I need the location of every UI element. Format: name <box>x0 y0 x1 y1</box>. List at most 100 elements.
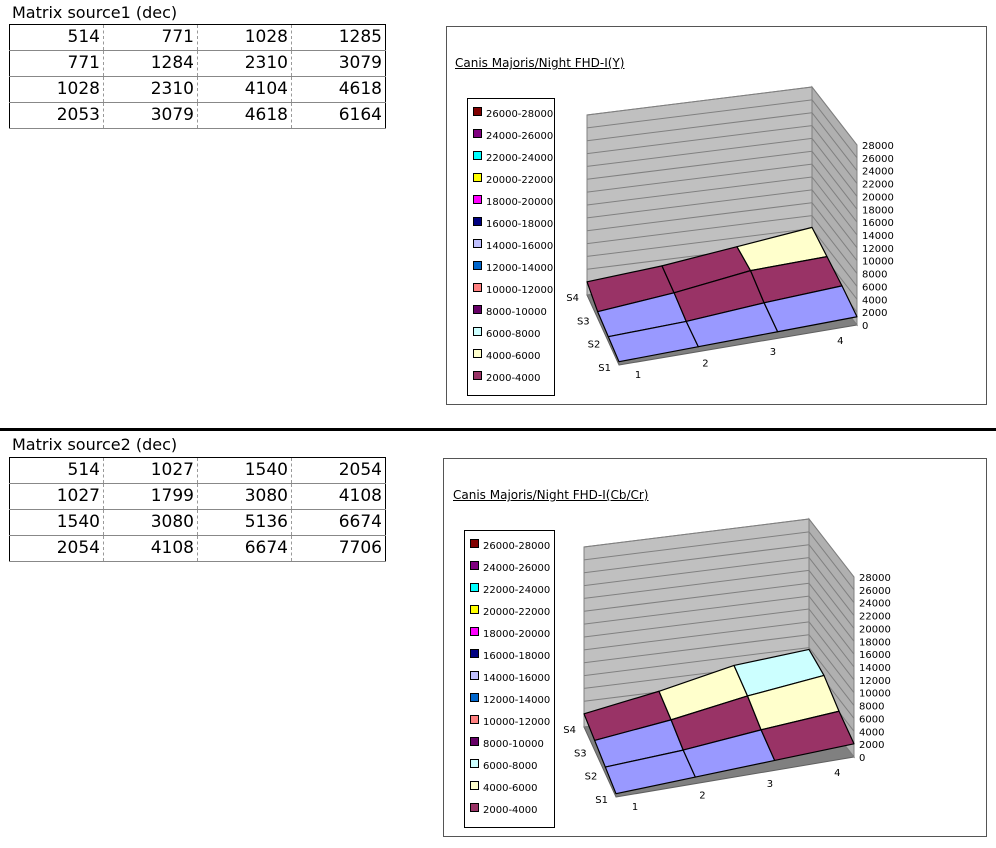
surface-cell <box>763 285 858 333</box>
legend-swatch <box>473 371 482 380</box>
x-tick-label: 1 <box>632 802 638 813</box>
legend-label: 14000-16000 <box>483 673 551 684</box>
gridline <box>808 531 855 591</box>
z-tick-label: 28000 <box>859 573 891 584</box>
x-tick-label: 3 <box>770 347 776 358</box>
z-tick-label: 4000 <box>862 295 887 306</box>
legend-label: 6000-8000 <box>486 329 541 340</box>
legend-label: 2000-4000 <box>483 805 538 816</box>
z-tick-label: 4000 <box>859 727 884 738</box>
legend-swatch <box>470 781 479 790</box>
legend-item: 16000-18000 <box>470 649 550 663</box>
table-cell: 2054 <box>9 535 104 562</box>
chart-y-frame: Canis Majoris/Night FHD-I(Y) 0 2000 4000 60… <box>446 26 987 405</box>
legend-label: 12000-14000 <box>486 263 554 274</box>
section-divider <box>0 428 996 431</box>
gridline <box>808 544 855 604</box>
legend-swatch <box>473 173 482 182</box>
legend-label: 6000-8000 <box>483 761 538 772</box>
legend-label: 10000-12000 <box>483 717 551 728</box>
gridline <box>808 582 855 642</box>
gridline <box>586 163 813 193</box>
table-row: 2054 4108 6674 7706 <box>9 535 386 562</box>
table-row: 514 771 1028 1285 <box>9 24 386 51</box>
legend-swatch <box>470 759 479 768</box>
z-tick-label: 28000 <box>862 141 894 152</box>
gridline <box>586 99 813 129</box>
gridline <box>586 189 813 219</box>
z-tick-label: 8000 <box>862 270 887 281</box>
gridline <box>586 150 813 180</box>
gridline <box>583 634 810 664</box>
legend-item: 22000-24000 <box>473 151 553 165</box>
matrix-source2-table: 514 1027 1540 2054 1027 1799 3080 4108 1540 3080 5… <box>9 457 386 562</box>
table-cell: 4104 <box>197 76 292 103</box>
gridline <box>583 582 810 612</box>
table-cell: 6674 <box>197 535 292 562</box>
table-cell: 1027 <box>103 457 198 484</box>
table-row: 771 1284 2310 3079 <box>9 50 386 77</box>
legend-label: 16000-18000 <box>486 219 554 230</box>
legend-label: 8000-10000 <box>483 739 544 750</box>
x-tick-label: 2 <box>699 790 705 801</box>
legend-swatch <box>473 283 482 292</box>
chart-legend: 26000-28000 24000-26000 22000-24000 20000-2… <box>464 530 555 828</box>
gridline <box>586 137 813 167</box>
table-cell: 1028 <box>9 76 104 103</box>
legend-swatch <box>470 693 479 702</box>
legend-item: 6000-8000 <box>473 327 541 341</box>
legend-label: 22000-24000 <box>483 585 551 596</box>
gridline <box>811 202 858 262</box>
gridline <box>808 557 855 616</box>
gridline <box>583 595 810 625</box>
table-cell: 1540 <box>9 509 104 536</box>
z-tick-label: 6000 <box>862 282 887 293</box>
table-cell: 1284 <box>103 50 198 77</box>
gridline <box>811 112 858 172</box>
gridline <box>811 176 858 236</box>
legend-item: 20000-22000 <box>470 605 550 619</box>
legend-item: 14000-16000 <box>470 671 550 685</box>
table-cell: 2054 <box>291 457 386 484</box>
legend-label: 26000-28000 <box>486 109 554 120</box>
table-cell: 3079 <box>103 102 198 129</box>
z-tick-label: 16000 <box>862 218 894 229</box>
surface-cell <box>760 710 855 762</box>
z-tick-label: 8000 <box>859 702 884 713</box>
gridline <box>583 608 810 638</box>
legend-label: 18000-20000 <box>483 629 551 640</box>
legend-swatch <box>470 561 479 570</box>
gridline <box>586 176 813 206</box>
legend-item: 18000-20000 <box>470 627 550 641</box>
legend-item: 10000-12000 <box>470 715 550 729</box>
table-cell: 5136 <box>197 509 292 536</box>
gridline <box>811 99 858 159</box>
series-label: S4 <box>566 293 579 304</box>
series-label: S3 <box>577 316 590 327</box>
x-tick-label: 4 <box>834 768 840 779</box>
gridline <box>586 227 813 257</box>
series-label: S1 <box>595 795 608 806</box>
legend-item: 20000-22000 <box>473 173 553 187</box>
table-cell: 7706 <box>291 535 386 562</box>
legend-swatch <box>470 649 479 658</box>
z-tick-label: 0 <box>862 321 868 332</box>
table-cell: 771 <box>9 50 104 77</box>
z-tick-label: 16000 <box>859 650 891 661</box>
legend-swatch <box>470 803 479 812</box>
legend-item: 26000-28000 <box>473 107 553 121</box>
z-tick-label: 14000 <box>859 663 891 674</box>
legend-label: 2000-4000 <box>486 373 541 384</box>
legend-swatch <box>473 195 482 204</box>
legend-label: 16000-18000 <box>483 651 551 662</box>
table-cell: 3080 <box>197 483 292 510</box>
z-tick-label: 20000 <box>862 192 894 203</box>
legend-item: 12000-14000 <box>470 693 550 707</box>
gridline <box>583 647 810 677</box>
legend-label: 20000-22000 <box>483 607 551 618</box>
gridline <box>586 215 813 245</box>
table-row: 1027 1799 3080 4108 <box>9 483 386 510</box>
legend-item: 2000-4000 <box>473 371 541 385</box>
z-tick-label: 6000 <box>859 714 884 725</box>
